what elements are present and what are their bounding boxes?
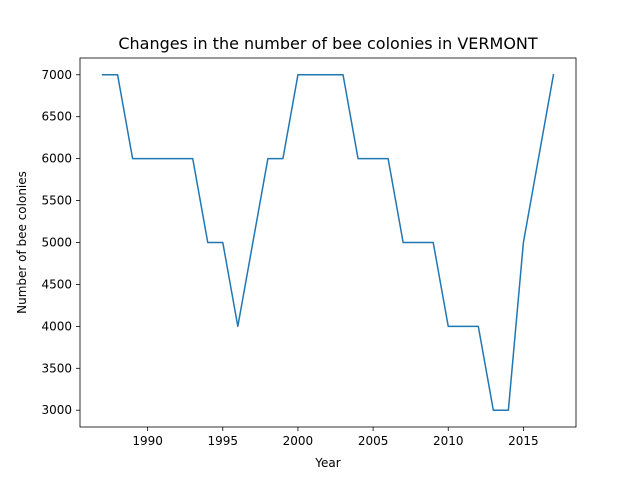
y-tick-label: 5000 <box>41 236 72 250</box>
y-tick-label: 3500 <box>41 361 72 375</box>
series-layer <box>101 73 555 411</box>
y-tick-label: 6000 <box>41 152 72 166</box>
x-tick-label: 2005 <box>358 434 389 448</box>
y-tick-label: 4500 <box>41 277 72 291</box>
plot-frame <box>79 57 577 428</box>
x-axis-label: Year <box>314 456 340 470</box>
x-tick-label: 1990 <box>132 434 163 448</box>
ticks-layer: 1990 1995 2000 2005 2010 2015 3000 3500 4000 4500… <box>41 68 538 448</box>
y-tick-label: 4000 <box>41 319 72 333</box>
x-tick-label: 2000 <box>283 434 314 448</box>
y-tick-label: 6500 <box>41 110 72 124</box>
chart-title: Changes in the number of bee colonies in… <box>118 34 538 53</box>
y-tick-label: 5500 <box>41 194 72 208</box>
plot-area <box>80 58 576 427</box>
y-axis-label: Number of bee colonies <box>15 171 29 314</box>
x-tick-label: 2010 <box>433 434 464 448</box>
series-line <box>101 73 555 411</box>
x-tick-label: 2015 <box>508 434 539 448</box>
y-tick-label: 3000 <box>41 403 72 417</box>
x-tick-label: 1995 <box>208 434 239 448</box>
y-tick-label: 7000 <box>41 68 72 82</box>
